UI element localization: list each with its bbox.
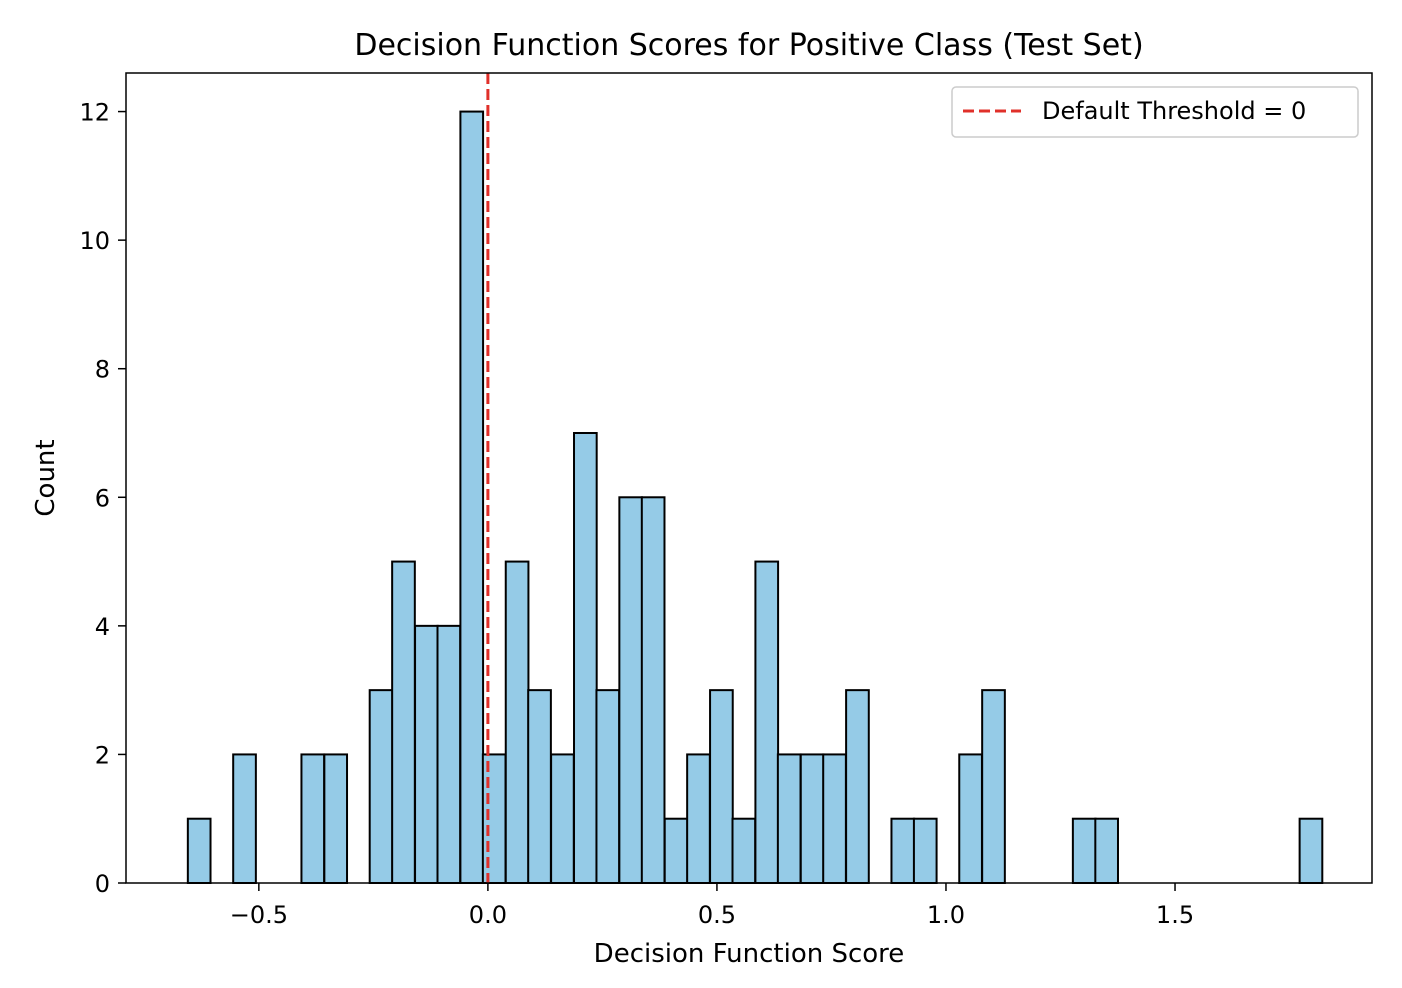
legend-box (951, 86, 1359, 138)
x-tick-label: 0.5 (698, 901, 736, 929)
histogram-bar (186, 817, 212, 885)
legend: Default Threshold = 0 (951, 86, 1359, 138)
x-tick-label: 1.5 (1156, 901, 1194, 929)
histogram-bar (754, 560, 780, 884)
histogram-bar (459, 110, 485, 885)
y-tick-label: 4 (95, 613, 110, 641)
y-tick-label: 2 (95, 741, 110, 769)
histogram-bar (300, 753, 326, 885)
y-tick-label: 12 (79, 99, 110, 127)
x-tick-label: 1.0 (927, 901, 965, 929)
histogram-bar (595, 689, 621, 885)
histogram-bar (709, 689, 734, 885)
histogram-bar (686, 753, 711, 885)
histogram-bar (527, 689, 552, 885)
histogram-bar (414, 624, 439, 884)
histogram-bar (232, 753, 257, 885)
histogram-bar (912, 817, 938, 885)
histogram-bar (368, 689, 394, 885)
histogram-bar (640, 496, 666, 884)
y-axis-ticks: 0 2 4 6 8 10 12 (79, 99, 126, 898)
x-axis-ticks: −0.5 0.0 0.5 1.0 1.5 (230, 883, 1194, 929)
histogram-bar (731, 817, 757, 885)
histogram-bar (573, 432, 598, 884)
histogram-bar (845, 689, 870, 885)
histogram-bar (958, 753, 983, 885)
histogram-bar (663, 817, 689, 885)
histogram-bar (1071, 817, 1097, 885)
histogram-bar (481, 753, 507, 885)
histogram-bar (550, 753, 575, 885)
plot-area-frame (125, 72, 1373, 884)
histogram-bar (822, 753, 847, 885)
chart-title: Decision Function Scores for Positive Cl… (354, 28, 1143, 63)
legend-threshold-label: Default Threshold = 0 (1042, 97, 1306, 125)
x-tick-label: −0.5 (230, 901, 288, 929)
histogram-bar (981, 689, 1006, 885)
histogram-bar (504, 560, 530, 884)
histogram-bar (436, 624, 462, 884)
histogram-bar (1298, 817, 1324, 885)
y-tick-label: 8 (95, 356, 110, 384)
histogram-bars (186, 110, 1324, 885)
histogram-bar (618, 496, 644, 884)
histogram-bar (890, 817, 916, 885)
x-axis-label: Decision Function Score (594, 939, 905, 969)
y-axis-label: Count (31, 439, 61, 516)
histogram-bar (323, 753, 349, 885)
x-tick-label: 0.0 (469, 901, 507, 929)
y-tick-label: 0 (95, 870, 110, 898)
histogram-bar (391, 560, 416, 884)
y-tick-label: 10 (79, 227, 110, 255)
histogram-bar (799, 753, 825, 885)
histogram-bar (1094, 817, 1119, 885)
y-tick-label: 6 (95, 484, 110, 512)
histogram-bar (776, 753, 802, 885)
